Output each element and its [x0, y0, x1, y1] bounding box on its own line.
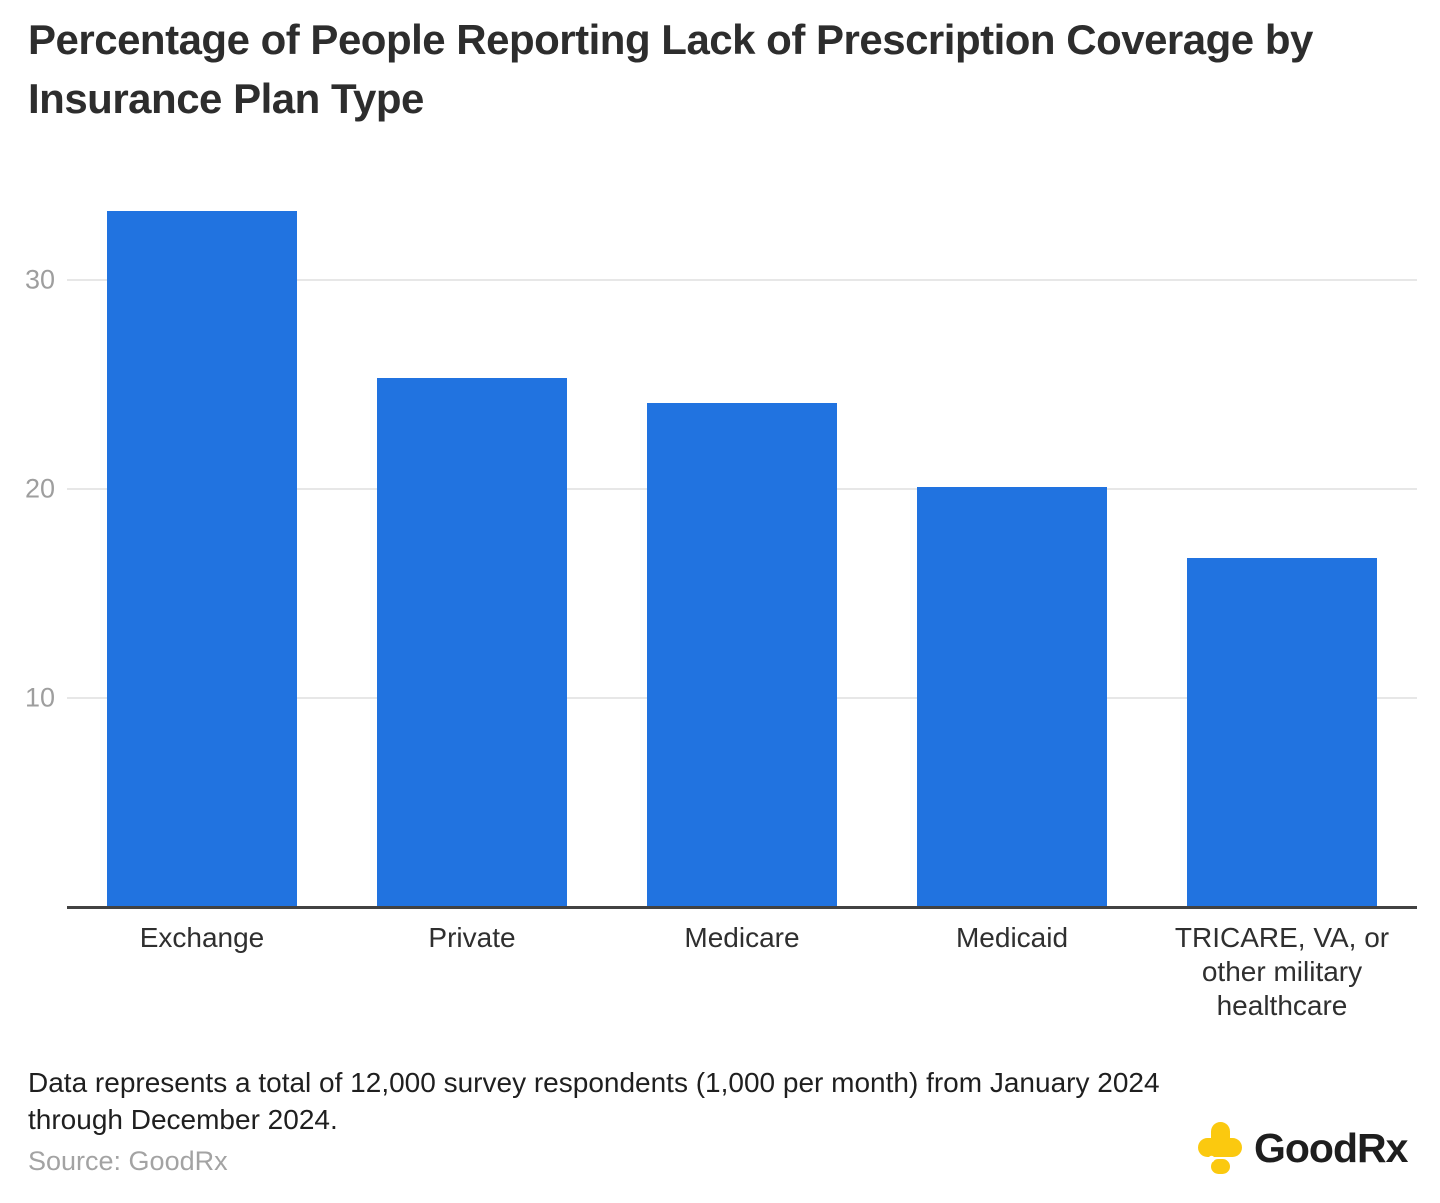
- bar-medicare: [647, 403, 837, 907]
- footnote: Data represents a total of 12,000 survey…: [28, 1067, 1160, 1135]
- source-credit: Source: GoodRx: [28, 1146, 228, 1176]
- x-label-exchange: Exchange: [139, 922, 265, 953]
- y-tick-label-20: 20: [24, 473, 55, 504]
- goodrx-cross-icon: [1198, 1122, 1242, 1174]
- bar-tricare-va-or-other-military-healthcare: [1187, 557, 1377, 907]
- y-axis-labels: 10 20 30: [0, 160, 55, 907]
- bar-medicaid: [917, 486, 1107, 907]
- bar-chart: Exchange Private Medicare Medicaid TRICARE, …: [67, 160, 1417, 1021]
- x-label-private: Private: [428, 922, 516, 953]
- x-axis-line: [67, 906, 1417, 909]
- x-label-medicaid: Medicaid: [955, 922, 1069, 953]
- goodrx-wordmark: GoodRx: [1254, 1124, 1408, 1171]
- gridline-30: [67, 278, 1417, 281]
- y-tick-label-30: 30: [24, 264, 55, 295]
- goodrx-logo: GoodRx: [1198, 1122, 1408, 1174]
- page-title: Percentage of People Reporting Lack of P…: [28, 16, 1313, 122]
- bar-private: [377, 377, 567, 907]
- y-tick-label-10: 10: [24, 682, 55, 713]
- x-label-medicare: Medicare: [684, 922, 800, 953]
- bar-exchange: [107, 210, 297, 907]
- x-label-tricare-va-or-other-military-healthcare: TRICARE, VA, or other military healthcar…: [1174, 922, 1390, 1021]
